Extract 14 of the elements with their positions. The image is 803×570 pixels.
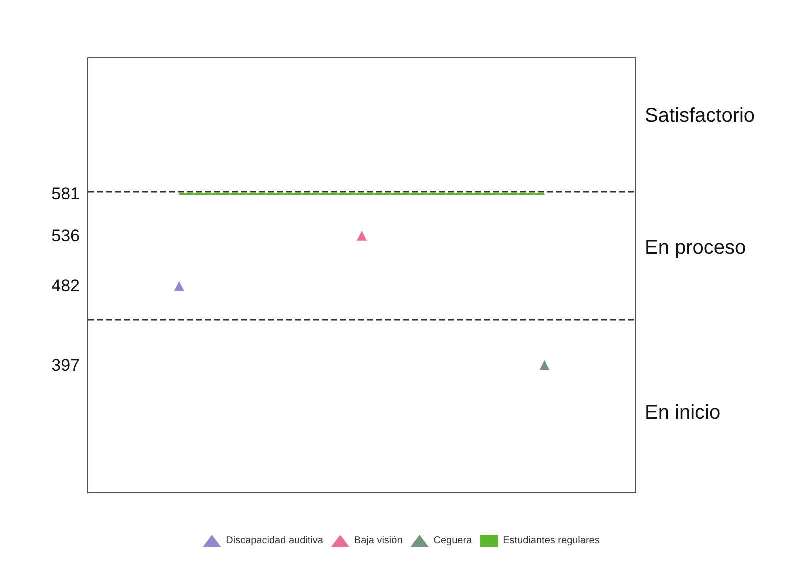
text: En inicio [645,402,721,424]
text: En proceso [645,237,746,259]
point [174,281,184,292]
y-tick-label: 397 [52,356,80,375]
legend-label: Estudiantes regulares [503,536,600,546]
point [540,360,550,370]
legend-label: Ceguera [434,536,473,546]
y-tick-label: 581 [52,184,80,204]
y-tick-label: 482 [52,276,80,296]
point [357,230,367,241]
legend-label: Baja visión [354,536,403,546]
text: Satisfactorio [645,105,756,127]
legend-label: Discapacidad auditiva [226,536,324,546]
y-tick-label: 536 [52,226,80,246]
